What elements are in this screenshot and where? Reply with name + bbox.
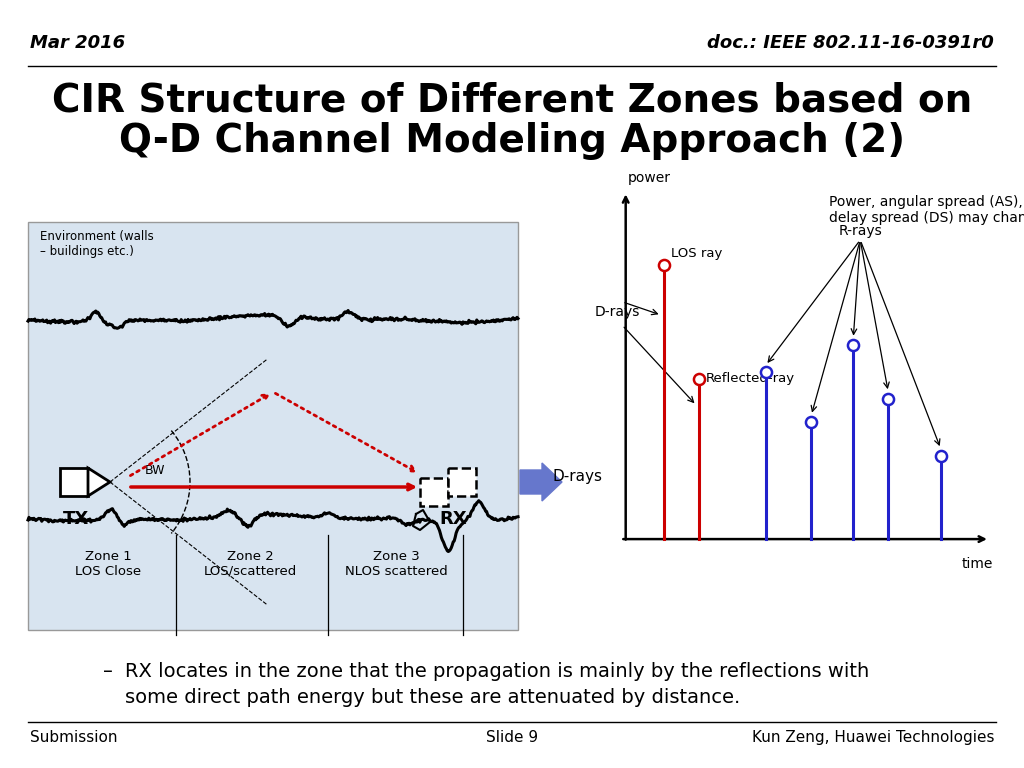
Text: time: time [962,558,993,571]
Text: RX: RX [439,510,467,528]
Text: RX locates in the zone that the propagation is mainly by the reflections with: RX locates in the zone that the propagat… [125,662,869,681]
Text: power: power [628,170,671,185]
Text: Kun Zeng, Huawei Technologies: Kun Zeng, Huawei Technologies [752,730,994,745]
Text: Reflected-ray: Reflected-ray [706,372,795,386]
Text: BW: BW [145,464,166,476]
Text: Zone 1
LOS Close: Zone 1 LOS Close [75,550,141,578]
Text: Zone 3
NLOS scattered: Zone 3 NLOS scattered [345,550,447,578]
Text: R-rays: R-rays [839,224,882,238]
Text: CIR Structure of Different Zones based on: CIR Structure of Different Zones based o… [52,82,972,120]
Text: Mar 2016: Mar 2016 [30,34,125,52]
Text: doc.: IEEE 802.11-16-0391r0: doc.: IEEE 802.11-16-0391r0 [708,34,994,52]
Bar [449,468,476,496]
Text: some direct path energy but these are attenuated by distance.: some direct path energy but these are at… [125,688,740,707]
Polygon shape [88,468,110,496]
Bar [28,222,518,630]
FancyArrow shape [520,463,562,501]
Bar [420,478,449,506]
Bar [60,468,88,496]
Text: Power, angular spread (AS), or
delay spread (DS) may change: Power, angular spread (AS), or delay spr… [828,195,1024,225]
Text: Slide 9: Slide 9 [486,730,538,745]
Text: Q-D Channel Modeling Approach (2): Q-D Channel Modeling Approach (2) [119,122,905,160]
Text: TX: TX [62,510,89,528]
Text: Submission: Submission [30,730,118,745]
Text: D-rays: D-rays [553,468,603,484]
Text: Zone 2
LOS/scattered: Zone 2 LOS/scattered [204,550,297,578]
Text: –: – [103,662,113,681]
Text: LOS ray: LOS ray [671,247,722,260]
Text: D-rays: D-rays [594,305,640,319]
Text: Environment (walls
– buildings etc.): Environment (walls – buildings etc.) [40,230,154,258]
